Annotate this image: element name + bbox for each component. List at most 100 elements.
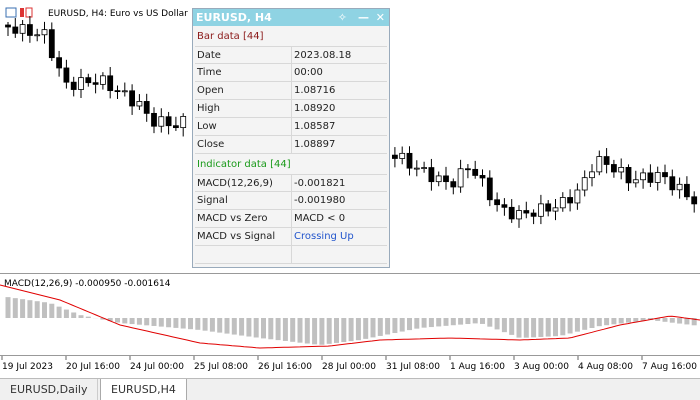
histogram-bar bbox=[312, 318, 318, 345]
histogram-bar bbox=[363, 318, 369, 339]
time-label: 31 Jul 08:00 bbox=[386, 362, 440, 372]
histogram-bar bbox=[180, 318, 186, 329]
title-text: EURUSD, H4 bbox=[196, 11, 272, 24]
histogram-bar bbox=[399, 318, 405, 332]
histogram-bar bbox=[71, 312, 77, 318]
candle-body bbox=[574, 189, 581, 204]
candle-body bbox=[508, 206, 515, 220]
candle-body bbox=[26, 24, 33, 36]
histogram-bar bbox=[501, 318, 507, 333]
column-separator bbox=[291, 210, 292, 228]
candle-body bbox=[92, 82, 99, 85]
row-label: MACD(12,26,9) bbox=[197, 178, 273, 189]
histogram-bar bbox=[509, 318, 515, 335]
histogram-bar bbox=[275, 318, 281, 341]
time-label: 4 Aug 08:00 bbox=[578, 362, 633, 372]
time-label: 3 Aug 00:00 bbox=[514, 362, 569, 372]
histogram-bar bbox=[633, 318, 639, 322]
candle-body bbox=[632, 179, 639, 184]
candle-body bbox=[107, 75, 114, 92]
row-value: MACD < 0 bbox=[294, 213, 346, 224]
candle-body bbox=[640, 172, 646, 181]
candle-body bbox=[428, 167, 435, 183]
candle-body bbox=[413, 167, 420, 170]
histogram-bar bbox=[290, 318, 296, 342]
histogram-bar bbox=[414, 318, 420, 329]
histogram-bar bbox=[655, 318, 661, 321]
candle-body bbox=[121, 90, 128, 93]
time-label: 26 Jul 16:00 bbox=[258, 362, 312, 372]
histogram-bar bbox=[173, 318, 179, 328]
candle-body bbox=[165, 116, 172, 127]
histogram-bar bbox=[385, 318, 391, 335]
candle-body bbox=[391, 154, 398, 159]
histogram-bar bbox=[531, 318, 537, 338]
row-value: 1.08920 bbox=[294, 103, 336, 114]
histogram-bar bbox=[582, 318, 588, 330]
data-row: Date 2023.08.18 bbox=[195, 46, 387, 65]
histogram-bar bbox=[487, 318, 493, 327]
histogram-bar bbox=[640, 318, 646, 321]
histogram-bar bbox=[523, 318, 529, 338]
histogram-bar bbox=[195, 318, 201, 330]
tab[interactable]: EURUSD,H4 bbox=[100, 379, 187, 400]
row-label: MACD vs Zero bbox=[197, 213, 268, 224]
close-button[interactable]: ✕ bbox=[375, 11, 385, 24]
histogram-bar bbox=[217, 318, 223, 333]
tab[interactable]: EURUSD,Daily bbox=[0, 379, 99, 400]
candle-body bbox=[158, 116, 165, 127]
histogram-bar bbox=[144, 318, 150, 326]
histogram-bar bbox=[231, 318, 237, 335]
histogram-bar bbox=[224, 318, 230, 334]
histogram-bar bbox=[239, 318, 245, 336]
histogram-bar bbox=[691, 318, 697, 326]
candle-body bbox=[114, 90, 121, 93]
row-label: Signal bbox=[197, 195, 228, 206]
histogram-bar bbox=[282, 318, 288, 341]
chart-icon[interactable] bbox=[20, 8, 24, 17]
candle-body bbox=[78, 77, 84, 90]
histogram-bar bbox=[370, 318, 376, 338]
candle-body bbox=[56, 57, 62, 69]
column-separator bbox=[291, 118, 292, 136]
histogram-bar bbox=[392, 318, 398, 334]
candle-body bbox=[70, 81, 77, 90]
histogram-bar bbox=[136, 318, 142, 325]
minimize-button[interactable]: — bbox=[358, 11, 369, 24]
histogram-bar bbox=[253, 318, 259, 338]
histogram-bar bbox=[516, 318, 522, 338]
data-window[interactable]: EURUSD, H4 ✧ — ✕ Bar data [44] Date 2023.0… bbox=[192, 8, 390, 268]
candle-body bbox=[143, 101, 150, 114]
histogram-bar bbox=[567, 318, 573, 334]
time-label: 24 Jul 00:00 bbox=[130, 362, 184, 372]
menu-icon[interactable] bbox=[5, 7, 17, 18]
histogram-bar bbox=[407, 318, 412, 331]
histogram-bar bbox=[209, 318, 215, 332]
histogram-bar bbox=[42, 302, 47, 318]
histogram-bar bbox=[122, 318, 128, 324]
histogram-bar bbox=[49, 303, 55, 318]
section-heading: Bar data [44] bbox=[197, 31, 264, 42]
candle-body bbox=[523, 210, 530, 214]
candle-body bbox=[12, 26, 19, 34]
candle-body bbox=[625, 167, 632, 184]
time-label: 19 Jul 2023 bbox=[2, 362, 53, 372]
chart-icon[interactable] bbox=[25, 7, 33, 18]
histogram-bar bbox=[465, 318, 471, 325]
histogram-bar bbox=[472, 318, 478, 324]
candle-body bbox=[464, 168, 471, 171]
data-window-title[interactable]: EURUSD, H4 ✧ — ✕ bbox=[193, 9, 389, 26]
histogram-bar bbox=[304, 318, 310, 344]
candle-body bbox=[494, 199, 501, 206]
candle-body bbox=[552, 207, 559, 212]
candle-body bbox=[5, 24, 11, 28]
chart-header: EURUSD, H4: Euro vs US Dollar bbox=[48, 9, 188, 19]
histogram-bar bbox=[326, 318, 332, 344]
histogram-bar bbox=[626, 318, 631, 323]
row-value: 2023.08.18 bbox=[294, 50, 352, 61]
histogram-bar bbox=[611, 318, 617, 325]
histogram-bar bbox=[20, 299, 26, 318]
pin-button[interactable]: ✧ bbox=[337, 11, 347, 24]
data-row: MACD(12,26,9) -0.001821 bbox=[195, 174, 387, 193]
candle-body bbox=[172, 125, 179, 129]
